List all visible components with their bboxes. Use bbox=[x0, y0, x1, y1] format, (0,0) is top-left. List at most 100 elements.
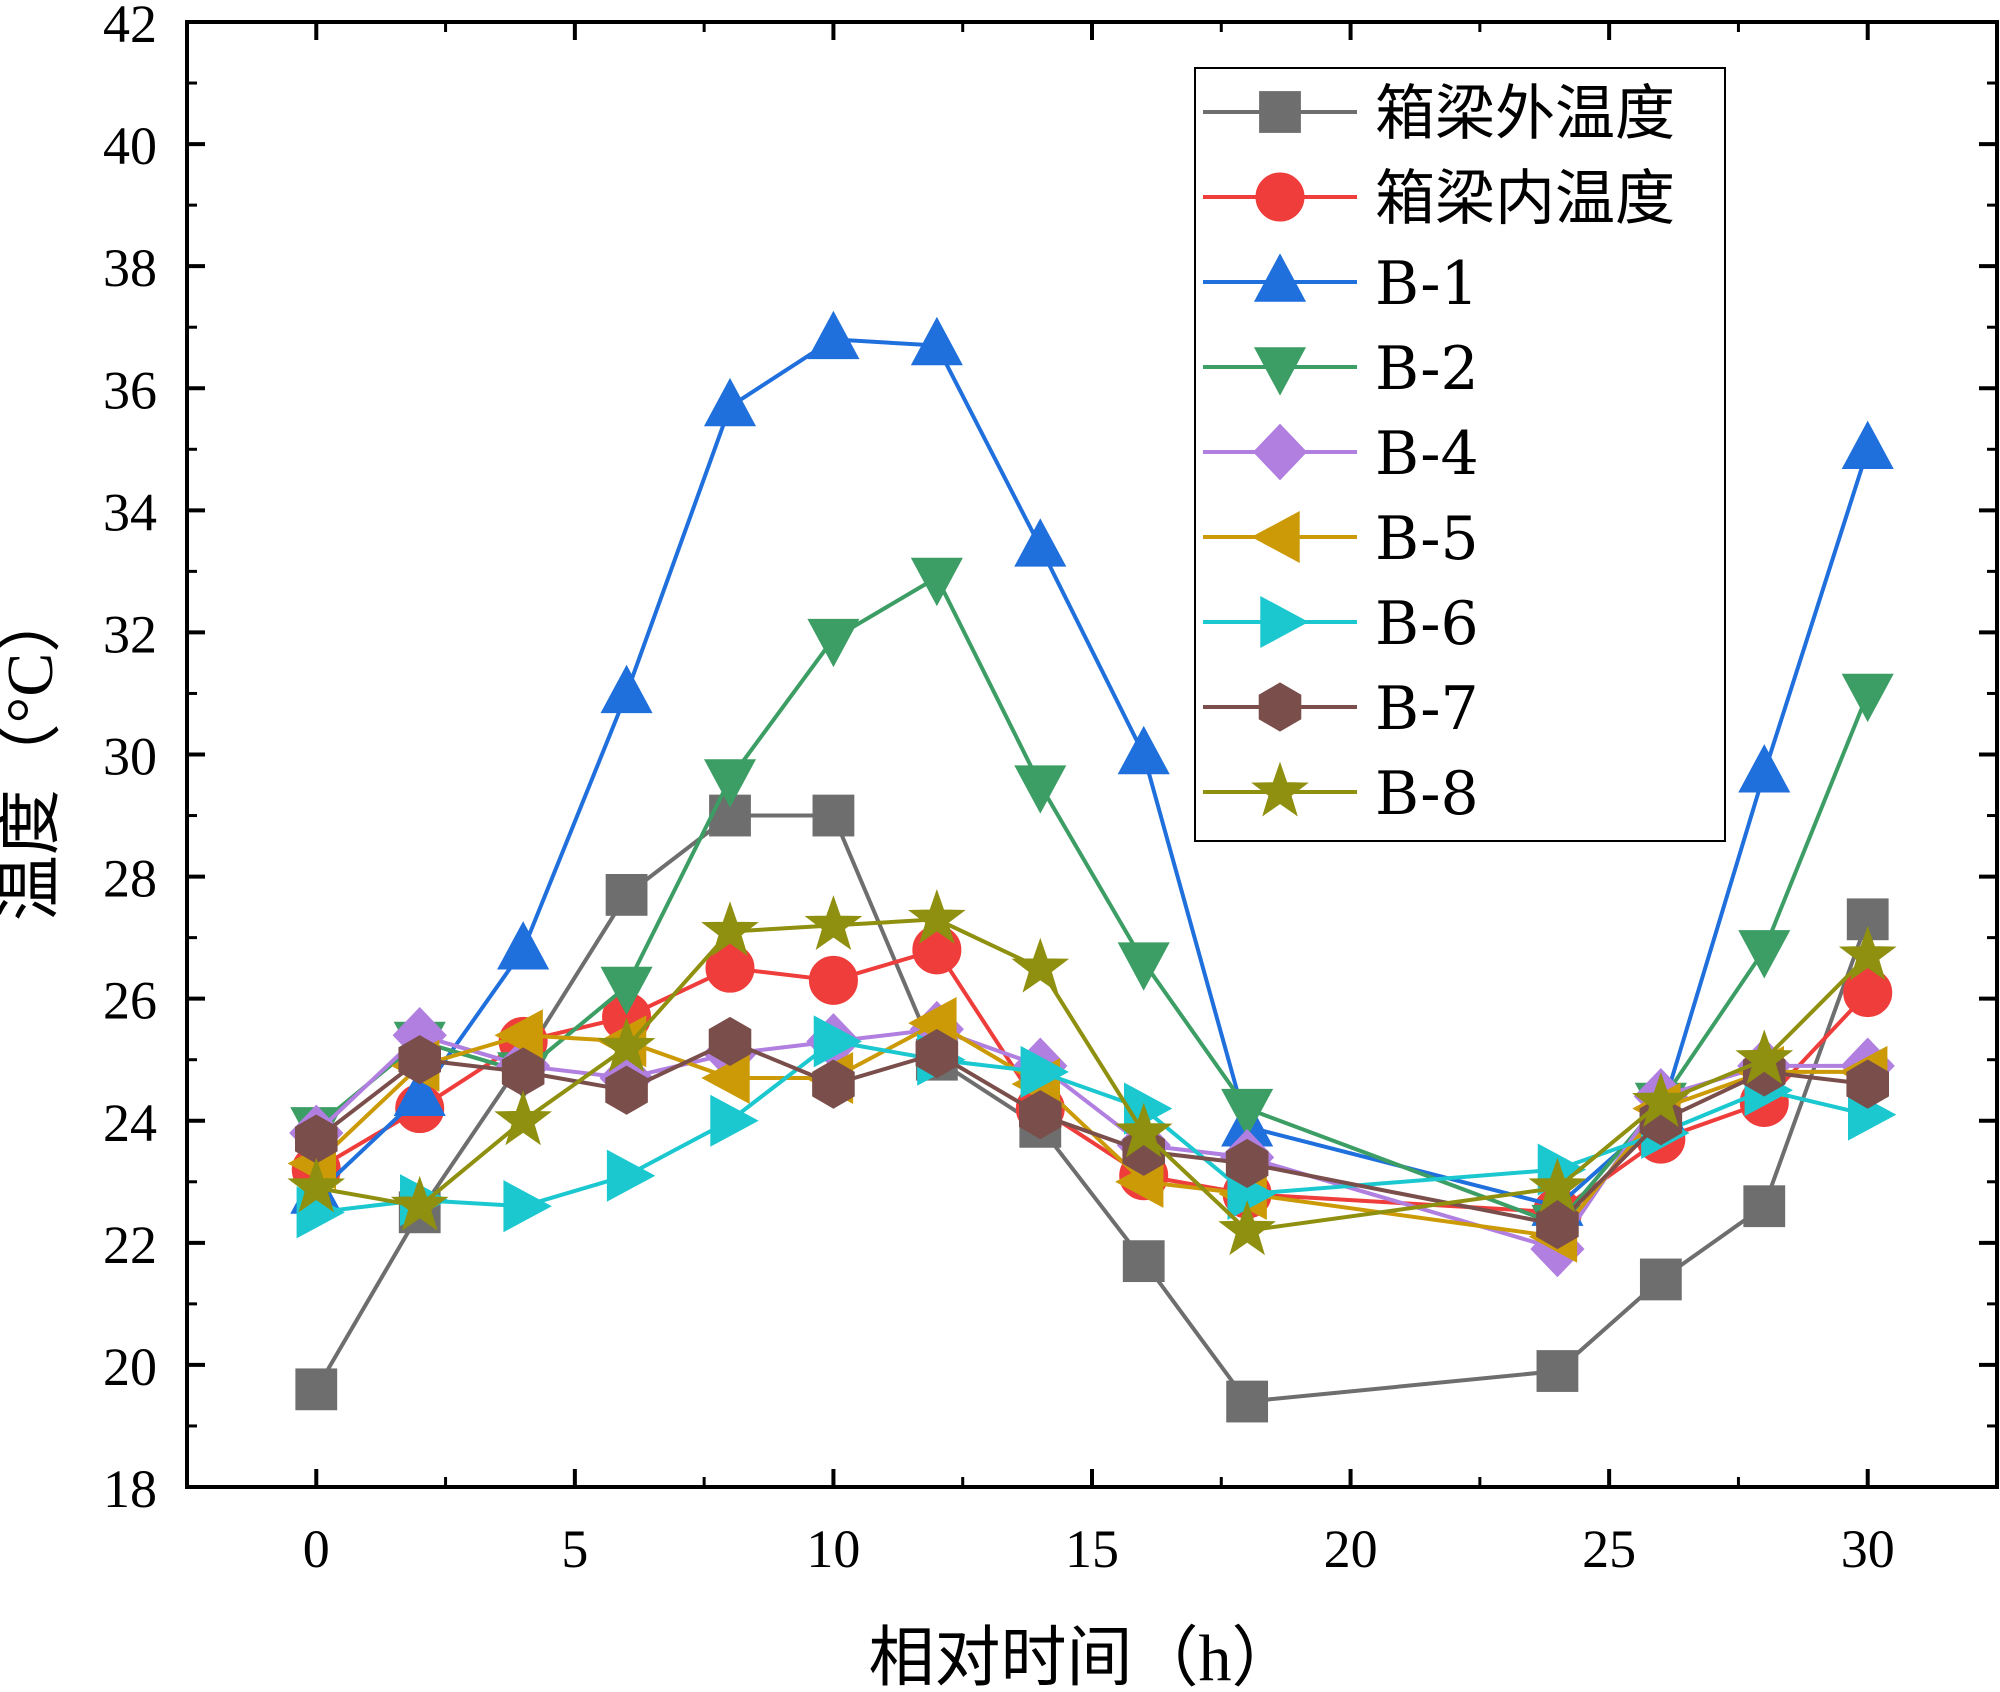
data-point bbox=[1019, 1090, 1062, 1140]
x-tick-label: 5 bbox=[561, 1519, 588, 1579]
x-axis-label: 相对时间（h） bbox=[869, 1622, 1298, 1692]
legend-label: B-7 bbox=[1375, 674, 1479, 744]
data-point bbox=[1221, 1088, 1274, 1138]
data-point bbox=[1218, 1200, 1276, 1256]
data-point bbox=[1843, 968, 1893, 1018]
data-point bbox=[1846, 1059, 1889, 1109]
y-tick-label: 20 bbox=[103, 1337, 157, 1397]
y-tick-label: 30 bbox=[103, 727, 157, 787]
data-point bbox=[393, 1067, 446, 1117]
y-axis-label: 温度（°C） bbox=[0, 587, 67, 921]
data-point bbox=[1841, 673, 1894, 723]
data-point bbox=[1122, 1240, 1165, 1283]
data-point bbox=[1735, 1029, 1794, 1085]
data-point bbox=[703, 759, 757, 808]
x-axis-ticks: 0 5 10 15 20 25 30 bbox=[303, 22, 1895, 1579]
data-point bbox=[600, 966, 653, 1016]
legend-marker bbox=[1251, 510, 1300, 564]
data-point bbox=[605, 873, 648, 916]
legend-label: B-2 bbox=[1375, 334, 1479, 404]
y-tick-label: 40 bbox=[103, 116, 157, 176]
data-point bbox=[497, 921, 550, 970]
legend-label: 箱梁内温度 bbox=[1375, 164, 1675, 234]
legend-marker bbox=[1251, 761, 1309, 817]
series-layer bbox=[287, 310, 1897, 1423]
data-point bbox=[1536, 1350, 1579, 1392]
legend-marker bbox=[1258, 682, 1302, 732]
data-point bbox=[701, 901, 759, 957]
series-8 bbox=[287, 888, 1897, 1256]
y-tick-label: 26 bbox=[103, 971, 157, 1031]
legend-label: B-5 bbox=[1375, 504, 1479, 574]
legend-marker bbox=[1255, 172, 1305, 222]
data-point bbox=[710, 1094, 759, 1147]
series-line bbox=[315, 917, 1870, 1233]
legend-label: B-1 bbox=[1375, 249, 1479, 319]
data-point bbox=[705, 943, 755, 993]
data-point bbox=[812, 794, 855, 837]
series-7 bbox=[295, 1016, 1889, 1250]
data-point bbox=[1838, 925, 1897, 981]
y-tick-label: 32 bbox=[103, 604, 157, 664]
y-tick-label: 42 bbox=[103, 0, 157, 54]
data-point bbox=[915, 1029, 959, 1079]
data-point bbox=[807, 618, 860, 668]
x-tick-label: 0 bbox=[303, 1519, 330, 1579]
data-point bbox=[1114, 1102, 1173, 1158]
data-point bbox=[1225, 1138, 1269, 1189]
data-point bbox=[1743, 1185, 1786, 1228]
data-point bbox=[703, 377, 757, 427]
legend-label: B-6 bbox=[1375, 589, 1479, 659]
data-point bbox=[1841, 420, 1894, 469]
data-point bbox=[910, 316, 963, 366]
y-tick-label: 38 bbox=[103, 238, 157, 298]
data-point bbox=[1020, 1045, 1069, 1098]
data-point bbox=[1014, 765, 1067, 814]
data-point bbox=[1738, 930, 1791, 979]
data-point bbox=[813, 1015, 863, 1068]
data-point bbox=[912, 925, 962, 975]
y-tick-label: 18 bbox=[103, 1459, 157, 1519]
data-point bbox=[1014, 518, 1067, 567]
data-point bbox=[807, 310, 860, 360]
legend-marker bbox=[1253, 253, 1307, 302]
legend-label: B-8 bbox=[1375, 759, 1479, 829]
data-point bbox=[1528, 1157, 1587, 1213]
data-point bbox=[1011, 937, 1070, 993]
y-tick-label: 36 bbox=[103, 360, 157, 420]
data-point bbox=[812, 1059, 855, 1109]
x-tick-label: 20 bbox=[1324, 1519, 1378, 1579]
legend-marker bbox=[1259, 91, 1301, 133]
x-tick-label: 30 bbox=[1841, 1519, 1895, 1579]
data-point bbox=[1117, 942, 1170, 991]
data-point bbox=[1226, 1380, 1269, 1423]
data-point bbox=[908, 888, 966, 944]
data-point bbox=[503, 1180, 552, 1233]
y-tick-label: 24 bbox=[103, 1093, 157, 1153]
data-point bbox=[494, 1090, 552, 1146]
data-point bbox=[600, 664, 653, 714]
data-point bbox=[605, 1065, 648, 1115]
data-point bbox=[808, 955, 858, 1005]
legend-label: 箱梁外温度 bbox=[1375, 79, 1675, 149]
data-point bbox=[1639, 1258, 1682, 1301]
data-point bbox=[494, 1009, 543, 1062]
data-point bbox=[606, 1149, 656, 1202]
y-tick-label: 28 bbox=[103, 849, 157, 909]
legend-label: B-4 bbox=[1375, 419, 1479, 489]
data-point bbox=[1117, 725, 1170, 775]
data-point bbox=[1632, 1072, 1690, 1127]
data-point bbox=[390, 1175, 449, 1231]
data-point bbox=[910, 557, 963, 607]
y-tick-label: 34 bbox=[103, 482, 157, 542]
data-point bbox=[295, 1368, 338, 1411]
data-point bbox=[804, 895, 863, 950]
data-point bbox=[1738, 744, 1791, 793]
x-tick-label: 10 bbox=[806, 1519, 860, 1579]
y-axis-ticks: 18 20 22 24 26 28 30 32 34 36 38 40 42 bbox=[103, 0, 1997, 1519]
legend-marker bbox=[1252, 423, 1308, 481]
y-tick-label: 22 bbox=[103, 1215, 157, 1275]
legend-marker bbox=[1253, 347, 1307, 396]
